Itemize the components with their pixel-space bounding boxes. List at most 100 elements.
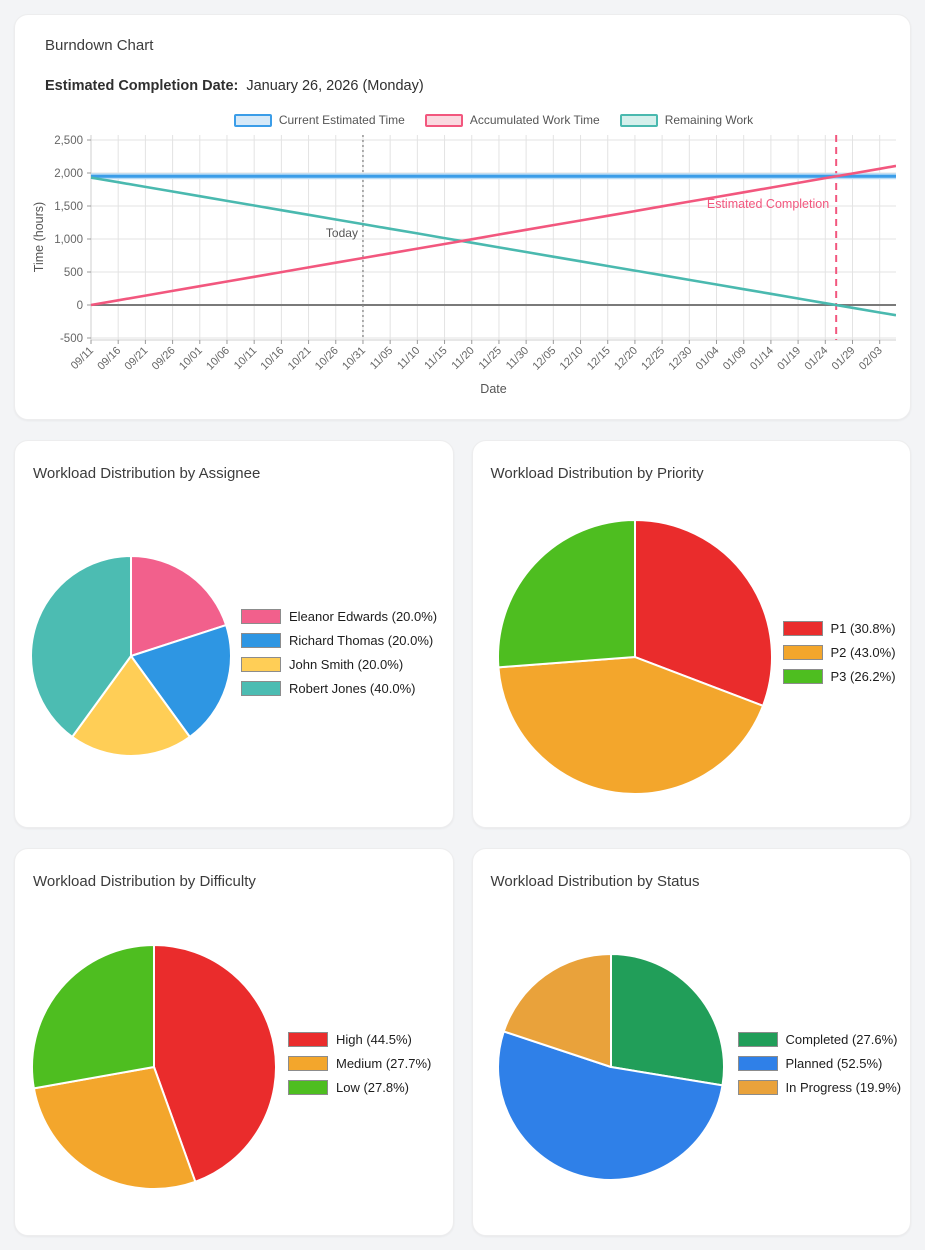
pie-slice-eleanor-edwards	[130, 555, 228, 657]
svg-text:12/25: 12/25	[639, 345, 667, 373]
legend-swatch	[288, 1080, 328, 1095]
legend-label: Richard Thomas (20.0%)	[289, 633, 434, 648]
priority-pie-legend: P1 (30.8%) P2 (43.0%) P3 (26.2%)	[782, 621, 896, 684]
pie-slice-completed	[609, 953, 725, 1087]
svg-text:Estimated Completion: Estimated Completion	[707, 197, 829, 211]
burndown-legend: Current Estimated Time Accumulated Work …	[91, 108, 896, 132]
priority-pie-svg	[496, 519, 773, 795]
svg-text:10/21: 10/21	[286, 345, 314, 373]
legend-label: High (44.5%)	[336, 1032, 412, 1047]
svg-text:1,500: 1,500	[54, 201, 83, 213]
legend-swatch	[737, 1056, 778, 1071]
legend-swatch	[782, 669, 823, 684]
pie-slice-robert-jones	[30, 555, 132, 738]
pie-slice-p2	[496, 656, 764, 795]
pie-title-assignee: Workload Distribution by Assignee	[33, 465, 261, 482]
svg-text:11/25: 11/25	[477, 345, 504, 372]
legend-label: Planned (52.5%)	[785, 1056, 883, 1071]
legend-item-eleanor-edwards: Eleanor Edwards (20.0%)	[241, 609, 437, 624]
svg-text:09/21: 09/21	[123, 345, 151, 373]
legend-label: Remaining Work	[664, 113, 754, 127]
svg-text:10/11: 10/11	[232, 345, 259, 372]
legend-label: Eleanor Edwards (20.0%)	[289, 609, 438, 624]
svg-text:0: 0	[77, 300, 83, 312]
svg-text:12/20: 12/20	[612, 345, 640, 373]
svg-text:01/04: 01/04	[694, 345, 722, 373]
legend-swatch	[288, 1032, 328, 1047]
pie-slice-p1	[633, 519, 773, 707]
pie-slice-p3	[496, 519, 636, 669]
svg-text:01/24: 01/24	[802, 345, 830, 373]
svg-text:09/11: 09/11	[69, 345, 96, 372]
legend-swatch	[782, 645, 823, 660]
svg-text:-500: -500	[60, 333, 83, 345]
legend-label: Accumulated Work Time	[469, 113, 600, 127]
legend-label: Low (27.8%)	[336, 1080, 409, 1095]
svg-text:Date: Date	[480, 382, 506, 396]
pie-slice-planned	[496, 1030, 723, 1181]
legend-swatch	[619, 113, 658, 127]
legend-swatch	[241, 681, 281, 696]
legend-label: P3 (26.2%)	[830, 669, 896, 684]
svg-text:01/29: 01/29	[830, 345, 858, 373]
legend-swatch	[737, 1080, 778, 1095]
svg-text:12/10: 12/10	[558, 345, 586, 373]
legend-swatch	[241, 633, 281, 648]
legend-item-medium: Medium (27.7%)	[288, 1056, 431, 1071]
legend-item-p1: P1 (30.8%)	[782, 621, 896, 636]
legend-item-planned: Planned (52.5%)	[737, 1056, 902, 1071]
legend-item-remaining-work: Remaining Work	[619, 113, 754, 127]
pie-title-priority: Workload Distribution by Priority	[490, 465, 704, 482]
svg-text:01/19: 01/19	[775, 345, 803, 373]
legend-item-high: High (44.5%)	[288, 1032, 431, 1047]
legend-item-robert-jones: Robert Jones (40.0%)	[241, 681, 437, 696]
svg-text:11/20: 11/20	[449, 345, 476, 372]
pie-card-assignee: Workload Distribution by Assignee Eleano…	[14, 440, 454, 828]
pie-slice-richard-thomas	[130, 624, 233, 738]
svg-text:01/09: 01/09	[721, 345, 749, 373]
svg-text:Today: Today	[326, 226, 358, 240]
pie-slice-john-smith	[71, 655, 191, 757]
legend-item-completed: Completed (27.6%)	[737, 1032, 902, 1047]
svg-text:01/14: 01/14	[748, 345, 776, 373]
svg-text:12/15: 12/15	[585, 345, 613, 373]
svg-text:10/06: 10/06	[204, 345, 232, 373]
status-pie-legend: Completed (27.6%) Planned (52.5%) In Progr…	[737, 1032, 902, 1095]
status-pie-svg	[496, 953, 725, 1181]
burndown-title: Burndown Chart	[45, 37, 154, 54]
pie-slice-high	[153, 944, 277, 1183]
legend-item-current-estimated-time: Current Estimated Time	[233, 113, 405, 127]
pie-card-priority: Workload Distribution by Priority P1 (30…	[471, 440, 911, 828]
pie-card-difficulty: Workload Distribution by Difficulty High…	[14, 848, 454, 1236]
difficulty-pie-svg	[31, 944, 277, 1190]
pie-slice-medium	[32, 1066, 197, 1190]
svg-text:09/26: 09/26	[150, 345, 178, 373]
pie-grid: Workload Distribution by Assignee Eleano…	[14, 440, 911, 1236]
svg-text:02/03: 02/03	[857, 345, 885, 373]
legend-label: P2 (43.0%)	[830, 645, 896, 660]
difficulty-pie-legend: High (44.5%) Medium (27.7%) Low (27.8%)	[288, 1032, 431, 1095]
legend-item-p3: P3 (26.2%)	[782, 669, 896, 684]
pie-card-status: Workload Distribution by Status Complete…	[471, 848, 911, 1236]
legend-item-accumulated-work-time: Accumulated Work Time	[424, 113, 600, 127]
svg-text:11/10: 11/10	[395, 345, 422, 372]
estimated-completion-line: Estimated Completion Date: January 26, 20…	[45, 78, 894, 94]
legend-swatch	[782, 621, 823, 636]
pie-slice-in-progress	[502, 953, 612, 1068]
svg-text:10/16: 10/16	[259, 345, 287, 373]
assignee-pie-svg	[30, 555, 233, 757]
svg-text:12/30: 12/30	[666, 345, 694, 373]
svg-text:11/05: 11/05	[368, 345, 395, 372]
legend-label: In Progress (19.9%)	[785, 1080, 902, 1095]
legend-label: Completed (27.6%)	[785, 1032, 898, 1047]
assignee-pie-legend: Eleanor Edwards (20.0%) Richard Thomas (2…	[241, 609, 437, 696]
svg-text:2,500: 2,500	[54, 135, 83, 147]
legend-swatch	[241, 657, 281, 672]
legend-swatch	[233, 113, 272, 127]
legend-label: John Smith (20.0%)	[289, 657, 404, 672]
legend-swatch	[241, 609, 281, 624]
legend-item-in-progress: In Progress (19.9%)	[737, 1080, 902, 1095]
svg-text:Time (hours): Time (hours)	[32, 202, 46, 272]
estimated-completion-value: January 26, 2026 (Monday)	[246, 78, 424, 94]
